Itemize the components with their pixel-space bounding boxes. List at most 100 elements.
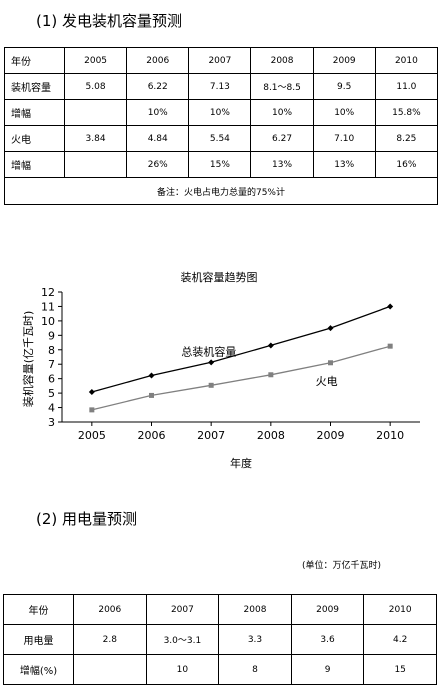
table-cell: 16% [374,151,439,178]
data-point [148,372,155,379]
table-cell: 4.2 [363,624,437,655]
header-cell: 年份 [4,47,65,74]
y-tick-label: 10 [41,315,55,328]
header-cell: 2007 [188,47,252,74]
x-axis-label: 年度 [230,456,252,470]
table-cell [63,99,128,126]
x-tick-label: 2008 [257,429,285,442]
table-cell: 6.27 [250,125,314,152]
data-point [267,342,274,349]
table-cell: 13% [312,151,376,178]
data-point [387,343,393,349]
table-row: 装机容量 5.08 6.22 7.13 8.1～8.5 9.5 11.0 [4,73,439,100]
table-cell: 6.22 [126,73,190,100]
table-cell: 8.1～8.5 [250,73,314,100]
data-point [268,372,274,378]
table-cell: 9.5 [312,73,376,100]
table-cell: 9 [290,654,365,685]
table-cell: 10% [312,99,376,126]
header-cell: 2009 [312,47,376,74]
section2-title: (2) 用电量预测 [36,510,138,528]
consumption-table: 年份 2006 2007 2008 2009 2010 用电量 2.8 3.0～… [3,594,437,685]
x-tick-label: 2009 [317,429,345,442]
table-cell [63,151,128,178]
table-cell: 15.8% [374,99,439,126]
table-header-row: 年份 2006 2007 2008 2009 2010 [3,594,437,625]
header-cell: 2007 [145,594,220,625]
series-label-total: 总装机容量 [181,344,236,358]
table-cell: 11.0 [374,73,439,100]
table-cell: 10% [126,99,190,126]
table-cell: 15 [363,654,437,685]
row-label: 装机容量 [4,73,65,100]
table-row: 增幅 10% 10% 10% 10% 15.8% [4,99,439,126]
series-points [88,303,394,413]
table-row: 增幅(%) 10 8 9 15 [3,654,437,685]
x-ticks: 2005 2006 2007 2008 2009 2010 [78,422,404,442]
table-cell: 13% [250,151,314,178]
table-cell: 10% [188,99,252,126]
series-label-thermal: 火电 [316,375,338,388]
table-cell: 3.6 [290,624,365,655]
table-cell [73,654,147,685]
data-point [89,407,95,413]
data-point [328,360,333,366]
header-cell: 2008 [250,47,314,74]
data-point [387,303,394,310]
table-cell: 15% [188,151,252,178]
data-point [149,392,154,398]
table-note-row: 备注：火电占电力总量的75%计 [4,177,438,205]
row-label: 火电 [4,125,65,152]
table-cell: 3.3 [218,624,292,655]
y-tick-label: 4 [48,402,55,415]
row-label: 用电量 [3,624,74,655]
row-label: 增幅 [4,99,65,126]
x-tick-label: 2010 [376,429,404,442]
table-row: 用电量 2.8 3.0～3.1 3.3 3.6 4.2 [3,624,437,655]
table-cell: 8 [218,654,292,685]
header-cell: 2006 [73,594,147,625]
data-point [208,382,214,388]
y-tick-label: 8 [48,344,55,357]
y-tick-label: 7 [48,358,55,371]
header-cell: 2009 [290,594,365,625]
table-cell: 3.84 [63,125,128,152]
x-tick-label: 2006 [138,429,166,442]
series-line [91,305,391,393]
table-cell: 10 [145,654,220,685]
y-tick-label: 6 [48,373,55,386]
table-row: 火电 3.84 4.84 5.54 6.27 7.10 8.25 [4,125,439,152]
x-tick-label: 2005 [78,429,106,442]
x-tick-label: 2007 [197,429,225,442]
row-label: 增幅 [4,151,65,178]
header-cell: 2006 [126,47,190,74]
unit-note: (单位：万亿千瓦时) [302,561,382,571]
header-cell: 2008 [218,594,292,625]
table-cell: 8.25 [374,125,439,152]
row-label: 增幅(%) [3,654,74,685]
table-cell: 2.8 [73,624,147,655]
header-cell: 2010 [374,47,439,74]
table-header-row: 年份 2005 2006 2007 2008 2009 2010 [4,47,439,74]
table-cell: 7.10 [312,125,376,152]
table-cell: 26% [126,151,190,178]
table-note: 备注：火电占电力总量的75%计 [4,177,438,205]
series-line [91,345,391,411]
y-tick-label: 3 [48,416,55,429]
table-cell: 3.0～3.1 [145,624,220,655]
table-cell: 10% [250,99,314,126]
header-cell: 2005 [63,47,128,74]
capacity-table: 年份 2005 2006 2007 2008 2009 2010 装机容量 5.… [4,47,439,205]
table-row: 增幅 26% 15% 13% 13% 16% [4,151,439,178]
table-cell: 5.08 [63,73,128,100]
data-point [88,388,95,395]
table-cell: 7.13 [188,73,252,100]
header-cell: 年份 [3,594,74,625]
y-tick-label: 11 [41,300,55,313]
y-tick-label: 9 [48,329,55,342]
y-tick-label: 5 [48,387,55,400]
table-cell: 4.84 [126,125,190,152]
y-axis-label: 装机容量(亿千瓦时) [21,311,35,408]
